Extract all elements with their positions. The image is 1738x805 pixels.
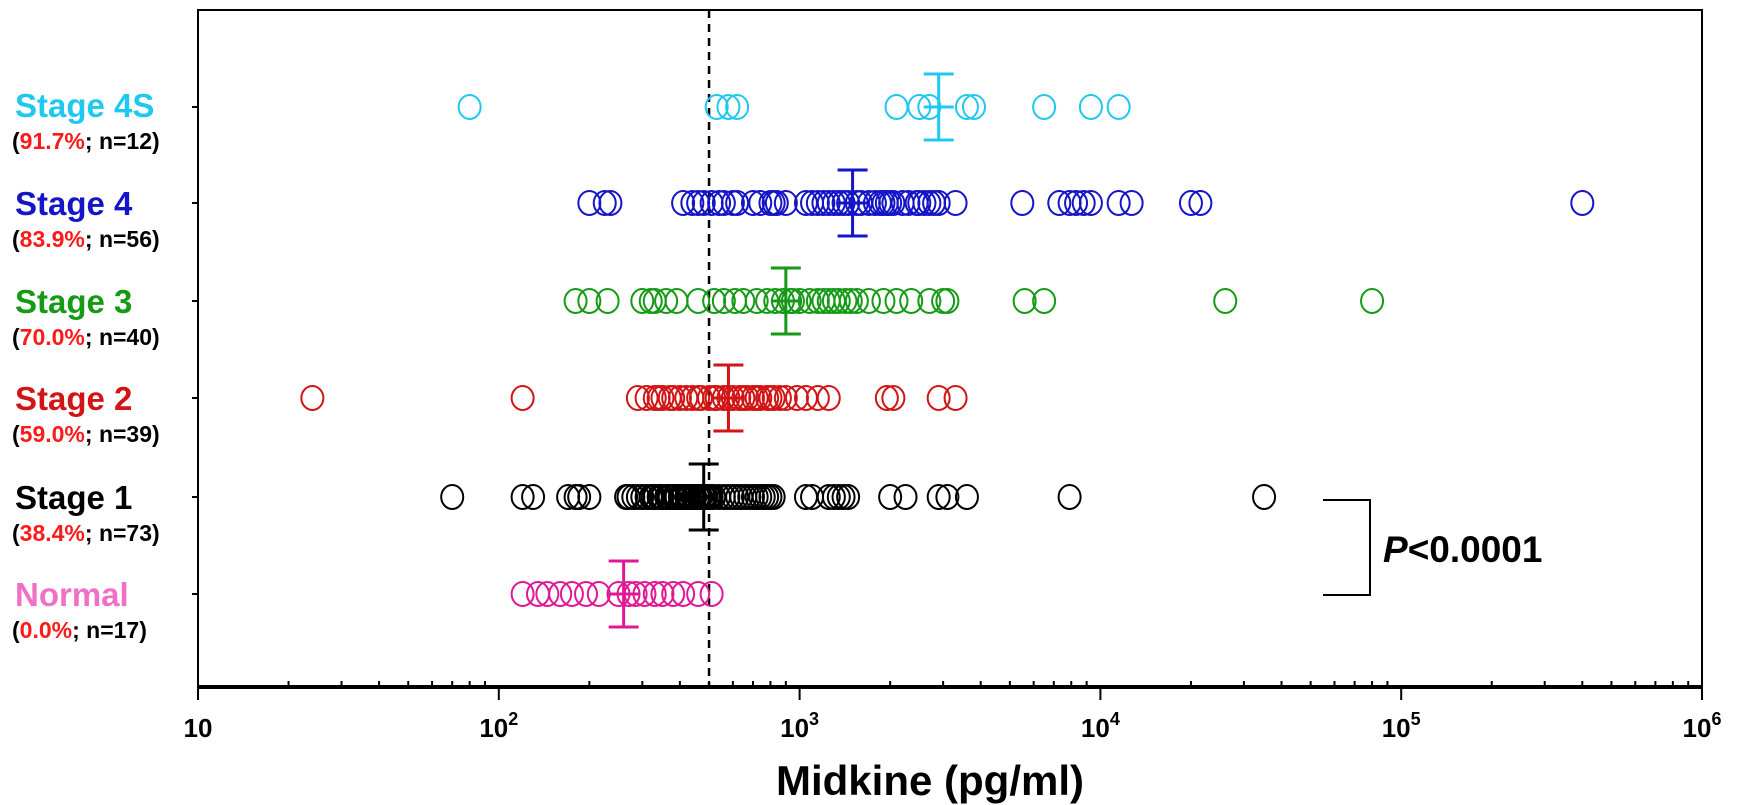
group-name-label: Stage 4S	[15, 87, 154, 124]
group-stats-label: (83.9%; n=56)	[12, 226, 160, 252]
x-tick-base: 10	[780, 713, 809, 743]
series-stage-4	[578, 170, 1593, 236]
stats-n: ; n=17)	[72, 617, 147, 643]
data-point	[895, 485, 917, 509]
group-name-label: Stage 1	[15, 479, 132, 516]
x-tick-base: 10	[1081, 713, 1110, 743]
p-value-rest: <0.0001	[1408, 529, 1543, 570]
data-point	[945, 386, 967, 410]
data-point	[1361, 289, 1383, 313]
stats-n: ; n=56)	[85, 226, 160, 252]
stats-percent: 70.0%	[20, 324, 85, 350]
x-axis-title: Midkine (pg/ml)	[776, 757, 1084, 804]
series-normal	[512, 561, 723, 627]
x-tick-label: 102	[479, 709, 518, 743]
stats-percent: 59.0%	[20, 421, 85, 447]
median-error-bar	[713, 365, 743, 431]
x-tick-label: 10	[184, 713, 213, 743]
series-stage-3	[565, 268, 1383, 334]
data-point	[301, 386, 323, 410]
stats-n: ; n=40)	[85, 324, 160, 350]
data-point	[1011, 191, 1033, 215]
data-point	[1108, 191, 1130, 215]
data-point	[1121, 191, 1143, 215]
data-point	[1189, 191, 1211, 215]
data-point	[1059, 485, 1081, 509]
data-point	[687, 191, 709, 215]
data-point	[1571, 191, 1593, 215]
x-tick-exponent: 3	[809, 709, 819, 729]
x-tick-exponent: 4	[1110, 709, 1120, 729]
group-name-label: Stage 3	[15, 283, 132, 320]
series-stage-1	[441, 464, 1275, 530]
x-tick-base: 10	[1683, 713, 1712, 743]
plot-area: 10 102 103 104 105 106 P<0.0001	[184, 10, 1722, 743]
x-tick-label: 103	[780, 709, 819, 743]
x-tick-label: 106	[1683, 709, 1722, 743]
data-point	[1080, 95, 1102, 119]
median-error-bar	[689, 464, 719, 530]
data-point	[687, 582, 709, 606]
x-tick-exponent: 6	[1711, 709, 1721, 729]
p-value-italic: P	[1383, 529, 1408, 570]
data-point	[795, 485, 817, 509]
stats-n: ; n=73)	[85, 520, 160, 546]
data-point	[588, 582, 610, 606]
x-tick-exponent: 2	[508, 709, 518, 729]
median-error-bar	[838, 170, 868, 236]
median-error-bar	[771, 268, 801, 334]
data-point	[575, 582, 597, 606]
data-point	[441, 485, 463, 509]
x-tick-base: 10	[184, 713, 213, 743]
data-point	[1180, 191, 1202, 215]
x-tick-base: 10	[1382, 713, 1411, 743]
data-point	[536, 582, 558, 606]
data-point	[1253, 485, 1275, 509]
stats-percent: 0.0%	[20, 617, 72, 643]
median-error-bar	[924, 74, 954, 140]
plot-frame	[198, 10, 1702, 687]
data-point	[1033, 95, 1055, 119]
x-axis-ticks: 10 102 103 104 105 106	[184, 681, 1722, 743]
group-stats-label: (70.0%; n=40)	[12, 324, 160, 350]
stats-n: ; n=12)	[85, 128, 160, 154]
data-point	[945, 191, 967, 215]
p-value-label: P<0.0001	[1383, 529, 1542, 570]
p-value-annotation: P<0.0001	[1323, 500, 1542, 595]
data-point	[527, 582, 549, 606]
stats-percent: 83.9%	[20, 226, 85, 252]
group-stats-label: (0.0%; n=17)	[12, 617, 147, 643]
group-name-label: Normal	[15, 576, 129, 613]
data-point	[1214, 289, 1236, 313]
x-tick-label: 104	[1081, 709, 1120, 743]
stats-percent: 91.7%	[20, 128, 85, 154]
stats-percent: 38.4%	[20, 520, 85, 546]
data-point	[512, 386, 534, 410]
group-name-label: Stage 4	[15, 185, 133, 222]
data-point	[928, 386, 950, 410]
x-tick-exponent: 5	[1411, 709, 1421, 729]
x-tick-base: 10	[479, 713, 508, 743]
group-stats-label: (91.7%; n=12)	[12, 128, 160, 154]
stats-n: ; n=39)	[85, 421, 160, 447]
group-stats-label: (59.0%; n=39)	[12, 421, 160, 447]
data-point	[886, 95, 908, 119]
x-tick-label: 105	[1382, 709, 1421, 743]
data-point	[701, 582, 723, 606]
group-name-label: Stage 2	[15, 380, 132, 417]
data-point	[459, 95, 481, 119]
p-value-bracket	[1323, 500, 1370, 595]
data-point	[703, 289, 725, 313]
data-point	[599, 191, 621, 215]
data-point	[1108, 95, 1130, 119]
series-stage-2	[301, 365, 966, 431]
data-point	[594, 191, 616, 215]
median-error-bar	[609, 561, 639, 627]
group-stats-label: (38.4%; n=73)	[12, 520, 160, 546]
data-point	[833, 485, 855, 509]
series-stage-4s	[459, 74, 1130, 140]
group-labels: Stage 4S (91.7%; n=12) Stage 4 (83.9%; n=56…	[12, 87, 160, 643]
data-point	[565, 289, 587, 313]
